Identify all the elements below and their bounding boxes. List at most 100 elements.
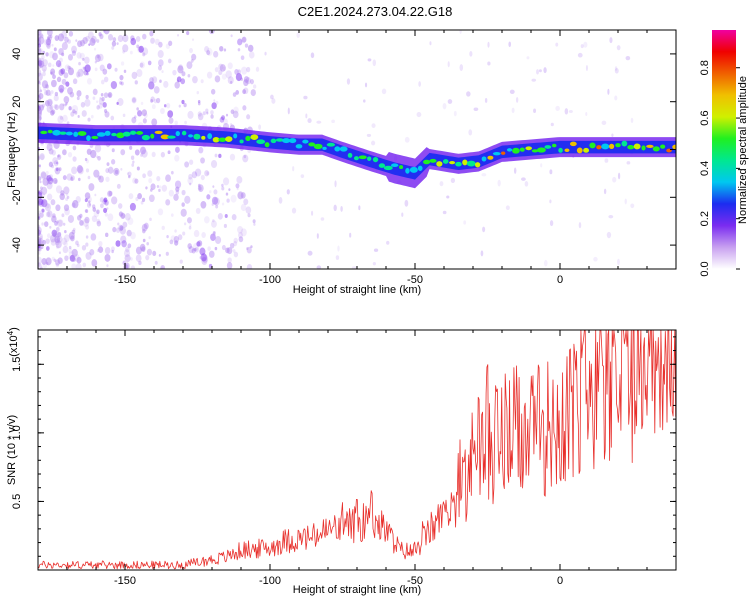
x-tick-label: 0 xyxy=(557,274,563,286)
noise-speckle xyxy=(310,52,315,59)
noise-speckle xyxy=(141,109,147,117)
noise-speckle xyxy=(40,33,43,37)
noise-speckle xyxy=(84,198,88,203)
ridge-hotspot xyxy=(519,147,525,152)
noise-speckle xyxy=(543,67,547,74)
noise-speckle xyxy=(50,110,55,116)
ridge-hotspot xyxy=(167,135,176,139)
noise-speckle xyxy=(65,197,69,202)
noise-speckle xyxy=(198,146,204,154)
noise-speckle xyxy=(38,80,41,84)
noise-speckle xyxy=(583,41,588,48)
noise-speckle xyxy=(132,97,136,103)
noise-speckle xyxy=(39,186,43,191)
noise-speckle xyxy=(49,93,52,96)
noise-speckle xyxy=(549,220,554,227)
noise-speckle xyxy=(233,106,239,114)
noise-speckle xyxy=(38,114,42,123)
noise-speckle xyxy=(219,116,225,123)
noise-speckle xyxy=(39,212,44,218)
noise-speckle xyxy=(40,34,44,39)
noise-speckle xyxy=(188,246,194,254)
noise-speckle xyxy=(199,247,206,256)
ridge-hotspot xyxy=(270,138,277,144)
noise-speckle xyxy=(237,38,243,46)
noise-speckle xyxy=(45,84,49,89)
noise-speckle xyxy=(52,213,56,218)
noise-speckle xyxy=(131,71,138,80)
noise-speckle xyxy=(227,62,233,70)
noise-speckle xyxy=(606,231,612,239)
noise-speckle xyxy=(86,77,93,85)
noise-speckle xyxy=(286,189,290,195)
y-tick-label: 0.5 xyxy=(11,494,23,509)
noise-speckle xyxy=(115,227,121,233)
noise-speckle xyxy=(64,208,70,216)
noise-speckle xyxy=(200,174,205,181)
ridge-hotspot xyxy=(77,131,87,136)
noise-speckle xyxy=(110,115,115,121)
ridge-hotspot xyxy=(544,145,552,149)
noise-speckle xyxy=(140,153,143,157)
ridge-hotspot xyxy=(308,142,316,147)
ridge-hotspot xyxy=(181,130,187,136)
noise-speckle xyxy=(156,97,161,104)
ridge-hotspot xyxy=(449,161,456,165)
noise-speckle xyxy=(116,42,119,46)
noise-speckle xyxy=(47,36,51,40)
noise-speckle xyxy=(555,42,559,47)
noise-speckle xyxy=(139,62,144,68)
noise-speckle xyxy=(245,206,252,214)
snr-line xyxy=(38,330,676,570)
noise-speckle xyxy=(58,84,65,93)
noise-speckle xyxy=(167,58,172,64)
noise-speckle xyxy=(104,254,111,262)
noise-speckle xyxy=(119,74,124,81)
noise-speckle xyxy=(601,120,607,125)
snr-y-label: SNR (10 * v/v) xyxy=(6,415,18,485)
noise-speckle xyxy=(243,198,249,206)
noise-speckle xyxy=(66,195,70,199)
noise-speckle xyxy=(149,30,154,37)
noise-speckle xyxy=(526,56,530,60)
ridge-hotspot xyxy=(160,134,170,140)
noise-speckle xyxy=(607,88,610,95)
ridge-hotspot xyxy=(91,135,99,140)
noise-speckle xyxy=(39,89,43,93)
noise-speckle xyxy=(132,177,137,184)
noise-speckle xyxy=(249,79,254,85)
noise-speckle xyxy=(121,240,127,248)
noise-speckle xyxy=(47,210,53,218)
noise-speckle xyxy=(238,231,243,239)
noise-speckle xyxy=(56,220,59,224)
noise-speckle xyxy=(225,70,232,79)
noise-speckle xyxy=(292,166,295,172)
noise-speckle xyxy=(38,189,43,196)
noise-speckle xyxy=(429,41,432,46)
noise-speckle xyxy=(123,69,127,73)
noise-speckle xyxy=(55,204,61,212)
noise-speckle xyxy=(111,148,115,153)
noise-speckle xyxy=(92,207,97,212)
noise-speckle xyxy=(108,190,113,197)
noise-speckle xyxy=(197,184,204,192)
noise-speckle xyxy=(177,33,180,37)
noise-speckle xyxy=(108,166,114,174)
noise-speckle xyxy=(179,259,183,264)
noise-speckle xyxy=(46,233,51,239)
noise-speckle xyxy=(103,30,110,35)
noise-speckle xyxy=(307,118,312,124)
noise-speckle xyxy=(71,256,76,262)
ridge-hotspot xyxy=(455,161,462,167)
noise-speckle xyxy=(121,213,126,219)
noise-speckle xyxy=(42,177,49,186)
noise-speckle xyxy=(38,237,44,246)
noise-speckle xyxy=(212,185,215,188)
colorbar-tick-label: 0.4 xyxy=(699,161,711,176)
noise-speckle xyxy=(158,188,161,193)
noise-speckle xyxy=(134,115,137,119)
x-tick-label: 0 xyxy=(557,575,563,587)
ridge-hotspot xyxy=(558,147,563,153)
noise-speckle xyxy=(104,109,108,114)
noise-speckle xyxy=(200,200,207,209)
